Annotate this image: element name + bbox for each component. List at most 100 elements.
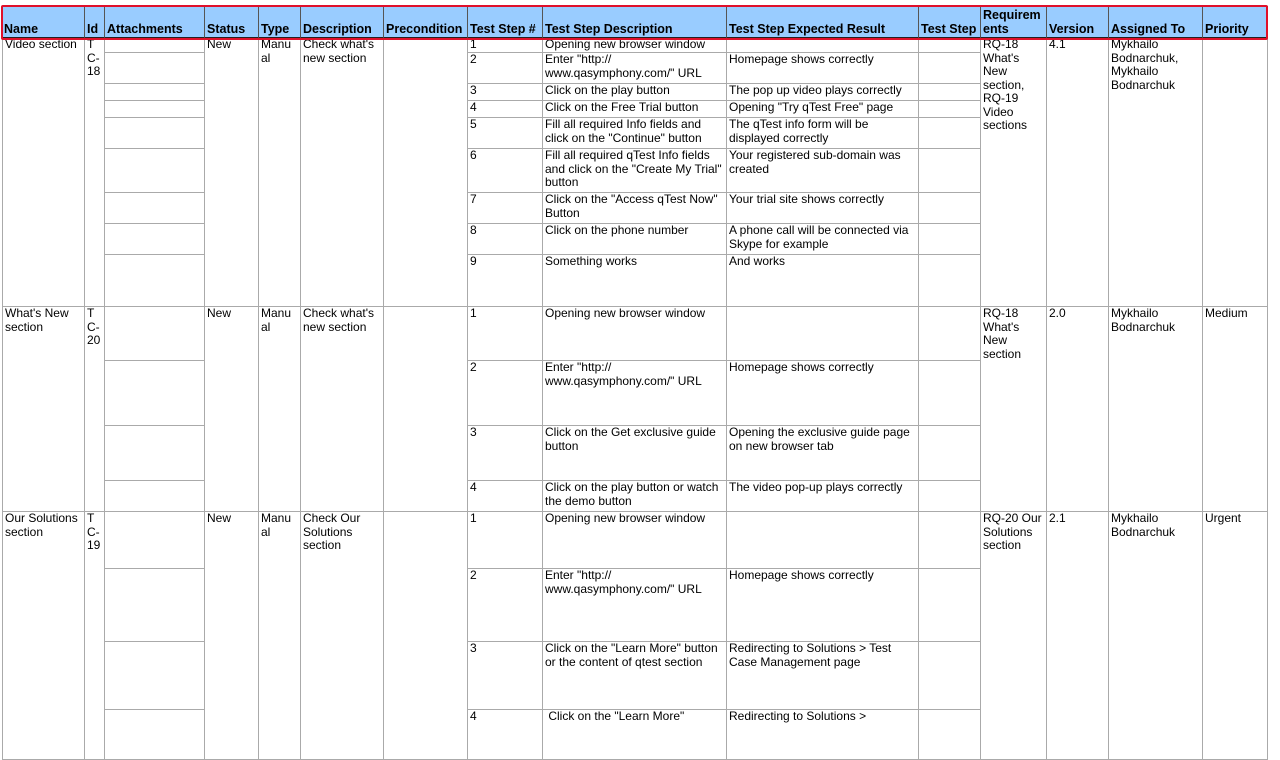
cell-test-step[interactable] [919, 118, 981, 149]
cell-attachment[interactable] [105, 361, 205, 426]
cell-step-expected-result[interactable]: And works [727, 255, 919, 307]
cell-test-step[interactable] [919, 426, 981, 481]
cell-step-number[interactable]: 7 [468, 193, 543, 224]
cell-name[interactable]: Our Solutions section [2, 512, 85, 760]
cell-test-step[interactable] [919, 84, 981, 101]
cell-step-expected-result[interactable]: Homepage shows correctly [727, 361, 919, 426]
cell-attachment[interactable] [105, 84, 205, 101]
cell-step-number[interactable]: 3 [468, 426, 543, 481]
cell-attachment[interactable] [105, 569, 205, 642]
cell-requirements[interactable]: RQ-20 Our Solutions section [981, 512, 1047, 760]
cell-step-description[interactable]: Enter "http:// www.qasymphony.com/" URL [543, 361, 727, 426]
cell-status[interactable]: New [205, 512, 259, 760]
cell-test-step[interactable] [919, 710, 981, 760]
cell-step-expected-result[interactable]: The qTest info form will be displayed co… [727, 118, 919, 149]
cell-requirements[interactable]: RQ-18 What's New section [981, 307, 1047, 512]
cell-step-description[interactable]: Enter "http:// www.qasymphony.com/" URL [543, 53, 727, 84]
cell-step-number[interactable]: 9 [468, 255, 543, 307]
column-header-priority[interactable]: Priority [1203, 6, 1268, 39]
cell-assigned-to[interactable]: Mykhailo Bodnarchuk [1109, 512, 1203, 760]
cell-assigned-to[interactable]: Mykhailo Bodnarchuk [1109, 307, 1203, 512]
cell-attachment[interactable] [105, 255, 205, 307]
cell-attachment[interactable] [105, 224, 205, 255]
cell-name[interactable]: Video section [2, 38, 85, 307]
cell-step-number[interactable]: 3 [468, 84, 543, 101]
cell-version[interactable]: 2.1 [1047, 512, 1109, 760]
cell-attachment[interactable] [105, 426, 205, 481]
cell-id[interactable]: T C- 20 [85, 307, 105, 512]
cell-test-step[interactable] [919, 255, 981, 307]
cell-type[interactable]: Manu al [259, 38, 301, 307]
cell-step-expected-result[interactable]: Homepage shows correctly [727, 53, 919, 84]
cell-attachment[interactable] [105, 710, 205, 760]
cell-step-expected-result[interactable]: Redirecting to Solutions > Test Case Man… [727, 642, 919, 710]
cell-step-description[interactable]: Click on the play button [543, 84, 727, 101]
cell-step-description[interactable]: Fill all required Info fields and click … [543, 118, 727, 149]
cell-step-description[interactable]: Click on the Get exclusive guide button [543, 426, 727, 481]
column-header-type[interactable]: Type [259, 6, 301, 39]
cell-step-expected-result[interactable]: Your registered sub-domain was created [727, 149, 919, 193]
cell-step-number[interactable]: 4 [468, 101, 543, 118]
cell-step-number[interactable]: 4 [468, 710, 543, 760]
cell-attachment[interactable] [105, 642, 205, 710]
cell-test-step[interactable] [919, 569, 981, 642]
column-header-assigned_to[interactable]: Assigned To [1109, 6, 1203, 39]
cell-test-step[interactable] [919, 193, 981, 224]
cell-test-step[interactable] [919, 149, 981, 193]
cell-id[interactable]: T C- 19 [85, 512, 105, 760]
cell-step-number[interactable]: 1 [468, 512, 543, 569]
cell-step-expected-result[interactable] [727, 38, 919, 53]
cell-attachment[interactable] [105, 53, 205, 84]
cell-attachment[interactable] [105, 149, 205, 193]
cell-step-description[interactable]: Click on the "Learn More" [543, 710, 727, 760]
cell-attachment[interactable] [105, 38, 205, 53]
cell-test-step[interactable] [919, 38, 981, 53]
cell-status[interactable]: New [205, 307, 259, 512]
cell-attachment[interactable] [105, 307, 205, 361]
cell-attachment[interactable] [105, 193, 205, 224]
column-header-requirements[interactable]: Requirem ents [981, 6, 1047, 39]
cell-description[interactable]: Check what's new section [301, 38, 384, 307]
cell-step-description[interactable]: Click on the "Learn More" button or the … [543, 642, 727, 710]
cell-type[interactable]: Manu al [259, 512, 301, 760]
cell-version[interactable]: 2.0 [1047, 307, 1109, 512]
cell-type[interactable]: Manu al [259, 307, 301, 512]
cell-step-expected-result[interactable]: Opening the exclusive guide page on new … [727, 426, 919, 481]
cell-name[interactable]: What's New section [2, 307, 85, 512]
cell-step-description[interactable]: Fill all required qTest Info fields and … [543, 149, 727, 193]
cell-step-description[interactable]: Something works [543, 255, 727, 307]
cell-priority[interactable]: Urgent [1203, 512, 1268, 760]
cell-step-number[interactable]: 2 [468, 53, 543, 84]
cell-step-number[interactable]: 2 [468, 361, 543, 426]
cell-step-expected-result[interactable] [727, 512, 919, 569]
column-header-num[interactable]: Test Step # [468, 6, 543, 39]
cell-assigned-to[interactable]: Mykhailo Bodnarchuk, Mykhailo Bodnarchuk [1109, 38, 1203, 307]
cell-test-step[interactable] [919, 53, 981, 84]
cell-test-step[interactable] [919, 642, 981, 710]
cell-step-number[interactable]: 5 [468, 118, 543, 149]
cell-description[interactable]: Check what's new section [301, 307, 384, 512]
cell-status[interactable]: New [205, 38, 259, 307]
cell-precondition[interactable] [384, 38, 468, 307]
cell-step-expected-result[interactable]: The pop up video plays correctly [727, 84, 919, 101]
cell-precondition[interactable] [384, 512, 468, 760]
cell-test-step[interactable] [919, 512, 981, 569]
cell-step-number[interactable]: 1 [468, 307, 543, 361]
cell-attachment[interactable] [105, 481, 205, 512]
column-header-precondition[interactable]: Precondition [384, 6, 468, 39]
column-header-description[interactable]: Description [301, 6, 384, 39]
cell-step-description[interactable]: Opening new browser window [543, 512, 727, 569]
cell-step-number[interactable]: 8 [468, 224, 543, 255]
column-header-name[interactable]: Name [2, 6, 85, 39]
column-header-version[interactable]: Version [1047, 6, 1109, 39]
cell-test-step[interactable] [919, 361, 981, 426]
cell-step-number[interactable]: 2 [468, 569, 543, 642]
cell-id[interactable]: T C- 18 [85, 38, 105, 307]
cell-requirements[interactable]: RQ-18 What's New section, RQ-19 Video se… [981, 38, 1047, 307]
cell-precondition[interactable] [384, 307, 468, 512]
cell-step-description[interactable]: Click on the play button or watch the de… [543, 481, 727, 512]
cell-test-step[interactable] [919, 101, 981, 118]
cell-step-description[interactable]: Opening new browser window [543, 38, 727, 53]
cell-step-expected-result[interactable] [727, 307, 919, 361]
cell-step-description[interactable]: Opening new browser window [543, 307, 727, 361]
